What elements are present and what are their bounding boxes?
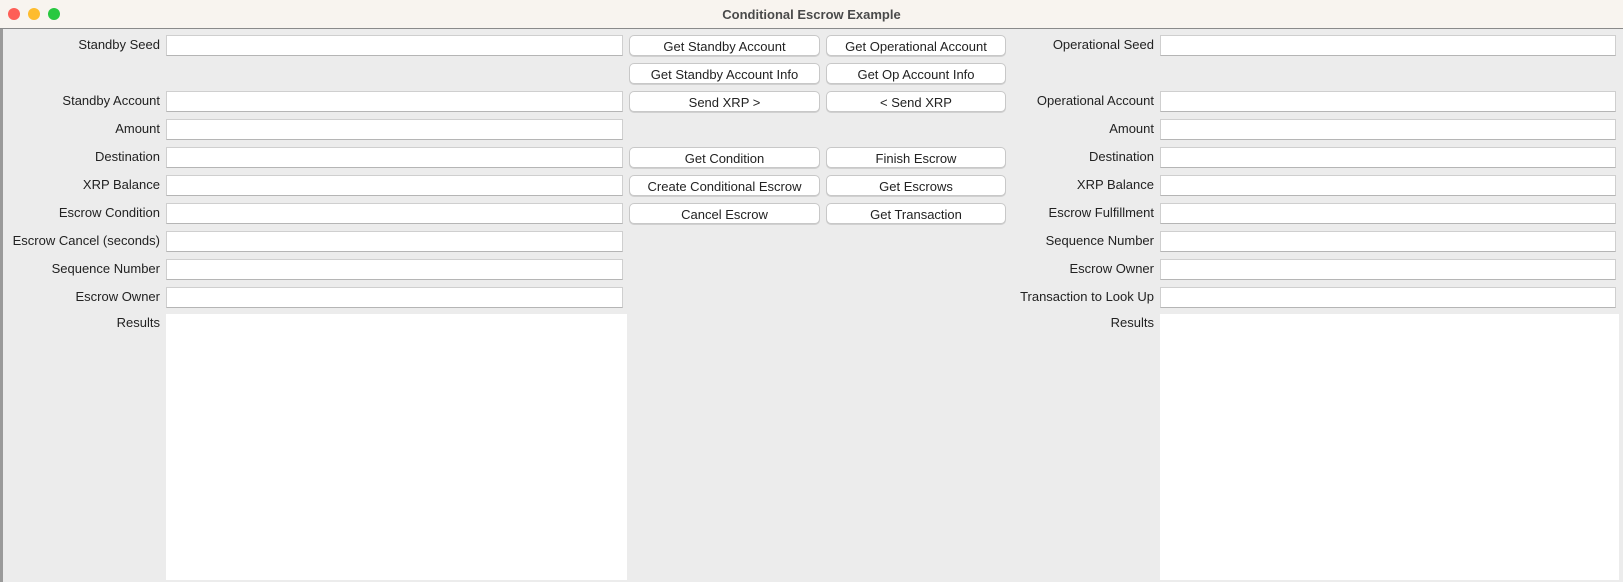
standby-results-label: Results [116,315,160,330]
operational-label-operational-seed: Operational Seed [1052,37,1154,52]
close-window-button[interactable] [8,8,20,20]
operational-transaction-to-look-up-input[interactable] [1160,287,1616,308]
standby-label-xrp-balance: XRP Balance [82,177,160,192]
operational-label-destination: Destination [1088,149,1154,164]
operational-xrp-balance-input[interactable] [1160,175,1616,196]
operational-operational-seed-input[interactable] [1160,35,1616,56]
operational-label-escrow-owner: Escrow Owner [1069,261,1154,276]
operational-label-escrow-fulfillment: Escrow Fulfillment [1048,205,1154,220]
window-frame [0,29,3,582]
operational-escrow-fulfillment-input[interactable] [1160,203,1616,224]
operational-sequence-number-input[interactable] [1160,231,1616,252]
operational-label-xrp-balance: XRP Balance [1076,177,1154,192]
standby-label-sequence-number: Sequence Number [51,261,160,276]
standby-xrp-balance-input[interactable] [166,175,623,196]
standby-label-escrow-owner: Escrow Owner [75,289,160,304]
operational-label-transaction-to-look-up: Transaction to Look Up [1020,289,1154,304]
get-standby-account-info-button[interactable]: Get Standby Account Info [629,63,820,84]
send-xrp-button[interactable]: Send XRP > [629,91,820,112]
operational-label-amount: Amount [1109,121,1154,136]
standby-label-escrow-condition: Escrow Condition [58,205,160,220]
standby-amount-input[interactable] [166,119,623,140]
operational-results-label: Results [1110,315,1154,330]
operational-amount-input[interactable] [1160,119,1616,140]
standby-standby-account-input[interactable] [166,91,623,112]
standby-label-escrow-cancel-seconds: Escrow Cancel (seconds) [12,233,160,248]
operational-destination-input[interactable] [1160,147,1616,168]
cancel-escrow-button[interactable]: Cancel Escrow [629,203,820,224]
operational-escrow-owner-input[interactable] [1160,259,1616,280]
get-condition-button[interactable]: Get Condition [629,147,820,168]
operational-label-sequence-number: Sequence Number [1045,233,1154,248]
standby-escrow-condition-input[interactable] [166,203,623,224]
standby-results-textarea[interactable] [166,314,627,580]
title-bar: Conditional Escrow Example [0,0,1623,29]
get-transaction-button[interactable]: Get Transaction [826,203,1006,224]
window-title: Conditional Escrow Example [722,7,901,22]
get-escrows-button[interactable]: Get Escrows [826,175,1006,196]
get-standby-account-button[interactable]: Get Standby Account [629,35,820,56]
standby-escrow-cancel-seconds-input[interactable] [166,231,623,252]
zoom-window-button[interactable] [48,8,60,20]
standby-escrow-owner-input[interactable] [166,287,623,308]
standby-label-standby-account: Standby Account [62,93,160,108]
operational-label-operational-account: Operational Account [1036,93,1154,108]
standby-destination-input[interactable] [166,147,623,168]
operational-results-textarea[interactable] [1160,314,1619,580]
operational-operational-account-input[interactable] [1160,91,1616,112]
send-xrp-button[interactable]: < Send XRP [826,91,1006,112]
standby-sequence-number-input[interactable] [166,259,623,280]
standby-label-destination: Destination [94,149,160,164]
get-op-account-info-button[interactable]: Get Op Account Info [826,63,1006,84]
minimize-window-button[interactable] [28,8,40,20]
finish-escrow-button[interactable]: Finish Escrow [826,147,1006,168]
create-conditional-escrow-button[interactable]: Create Conditional Escrow [629,175,820,196]
get-operational-account-button[interactable]: Get Operational Account [826,35,1006,56]
standby-standby-seed-input[interactable] [166,35,623,56]
standby-label-standby-seed: Standby Seed [78,37,160,52]
standby-label-amount: Amount [115,121,160,136]
